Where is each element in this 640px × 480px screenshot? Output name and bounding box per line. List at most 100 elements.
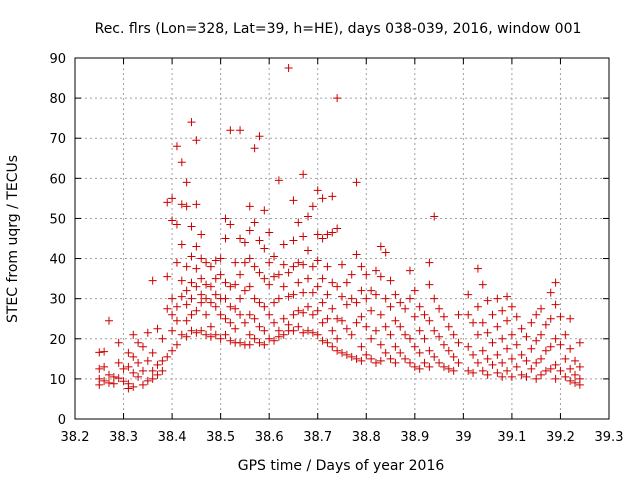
data-point — [527, 344, 536, 353]
plot-frame — [74, 57, 610, 420]
data-point — [328, 304, 337, 313]
data-point — [279, 240, 288, 249]
data-point — [401, 330, 410, 339]
data-point — [187, 222, 196, 231]
data-point — [304, 212, 313, 221]
data-point — [236, 310, 245, 319]
data-point — [478, 366, 487, 375]
data-point — [391, 342, 400, 351]
data-point — [444, 322, 453, 331]
data-point — [575, 380, 584, 389]
data-point — [250, 262, 259, 271]
data-point — [551, 278, 560, 287]
data-point — [425, 258, 434, 267]
data-point — [245, 254, 254, 263]
data-point — [333, 346, 342, 355]
x-tick-label: 38.3 — [109, 430, 138, 445]
y-tick-label: 90 — [49, 52, 66, 67]
data-point — [357, 286, 366, 295]
data-point — [522, 356, 531, 365]
data-point — [464, 290, 473, 299]
data-point — [483, 296, 492, 305]
data-point — [415, 302, 424, 311]
data-point — [338, 348, 346, 357]
data-point — [473, 264, 482, 273]
data-point — [323, 290, 332, 299]
data-point — [270, 298, 279, 307]
data-point — [177, 200, 186, 209]
data-point — [265, 334, 274, 343]
data-point — [284, 292, 293, 301]
data-point — [172, 142, 181, 151]
data-point — [134, 358, 143, 367]
data-point — [493, 368, 502, 377]
data-point — [352, 318, 361, 327]
data-point — [308, 310, 317, 319]
data-point — [304, 326, 313, 335]
data-point — [328, 326, 337, 335]
y-tick-label: 80 — [49, 92, 66, 107]
data-point — [371, 290, 380, 299]
data-point — [328, 192, 337, 201]
data-point — [532, 336, 541, 345]
data-point — [473, 358, 482, 367]
data-point — [333, 314, 342, 323]
data-point — [187, 294, 196, 303]
data-point — [386, 330, 395, 339]
data-point — [260, 326, 269, 335]
x-tick-label: 39.3 — [595, 430, 624, 445]
data-point — [221, 314, 230, 323]
data-point — [541, 320, 550, 329]
data-point — [420, 310, 429, 319]
data-point — [221, 294, 230, 303]
data-point — [206, 332, 215, 341]
data-point — [109, 379, 118, 388]
data-point — [260, 206, 269, 215]
data-point — [401, 354, 410, 363]
data-point — [507, 372, 516, 381]
x-tick-label: 39.2 — [546, 430, 575, 445]
data-point — [347, 352, 356, 361]
grid-lines — [75, 58, 609, 419]
data-point — [279, 330, 288, 339]
data-point — [236, 234, 245, 243]
data-point — [454, 358, 463, 367]
data-point — [498, 334, 507, 343]
data-point — [168, 346, 177, 355]
data-point — [527, 364, 536, 373]
data-point — [537, 304, 546, 313]
data-point — [182, 262, 191, 271]
data-point — [124, 348, 133, 357]
data-point — [469, 368, 478, 377]
data-point — [546, 314, 555, 323]
data-point — [236, 126, 245, 135]
data-point — [532, 358, 541, 367]
data-point — [260, 340, 269, 349]
data-point — [342, 300, 351, 309]
data-point — [405, 266, 414, 275]
data-point — [299, 308, 308, 317]
data-point — [313, 230, 322, 239]
data-point — [211, 290, 220, 299]
data-point — [546, 364, 555, 373]
data-point — [148, 374, 157, 383]
data-point — [255, 338, 264, 347]
y-tick-label: 40 — [49, 253, 66, 268]
data-point — [197, 230, 206, 239]
data-point — [454, 338, 463, 347]
data-point — [381, 348, 390, 357]
data-point — [333, 224, 342, 233]
data-point — [313, 256, 322, 265]
x-tick-label: 38.5 — [206, 430, 235, 445]
data-point — [206, 282, 215, 291]
data-point — [430, 352, 439, 361]
data-point — [299, 260, 308, 269]
data-point — [279, 314, 288, 323]
data-point — [561, 372, 570, 381]
data-point — [469, 350, 478, 359]
data-point — [299, 328, 308, 337]
data-point — [182, 286, 191, 295]
data-point — [221, 278, 230, 287]
data-point — [265, 228, 274, 237]
data-point — [439, 312, 448, 321]
